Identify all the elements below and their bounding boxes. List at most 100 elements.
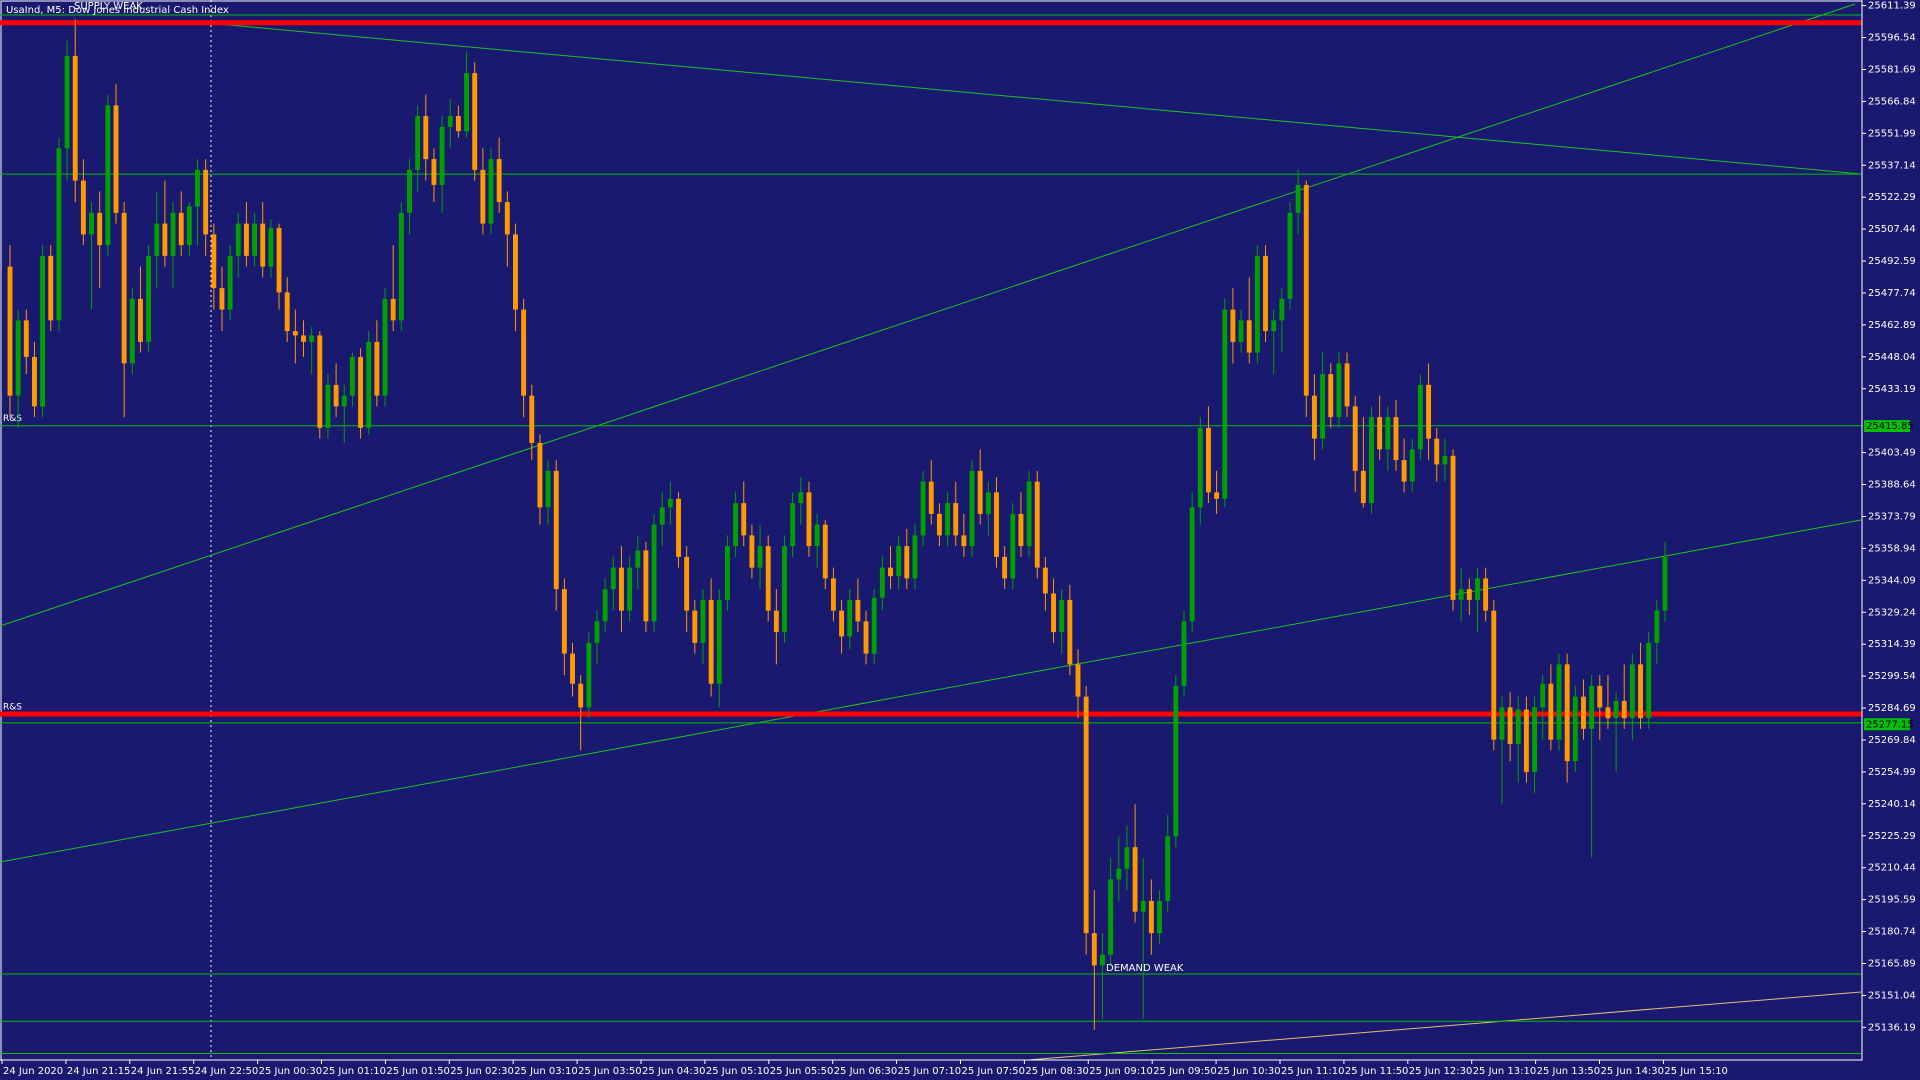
candle-body: [733, 503, 739, 547]
candle-body: [80, 180, 86, 235]
candle-body: [64, 55, 70, 149]
candle-body: [105, 105, 111, 246]
candle-body: [472, 73, 478, 170]
x-tick-label: 25 Jun 14:30: [1601, 1066, 1665, 1077]
trendline: [0, 3, 1856, 627]
x-tick-label: 25 Jun 00:30: [259, 1066, 323, 1077]
candle-body: [178, 212, 184, 246]
candle-body: [121, 212, 127, 364]
x-tick-label: 24 Jun 21:15: [67, 1066, 131, 1077]
candle-body: [1662, 556, 1668, 611]
candle-body: [1132, 847, 1138, 912]
candle-body: [1434, 438, 1440, 465]
trendline: [1027, 991, 1862, 1061]
candle-body: [749, 535, 755, 568]
candle-body: [260, 223, 266, 267]
candle-body: [1483, 578, 1489, 611]
candles: [7, 19, 1668, 1030]
candle-body: [32, 356, 37, 407]
candle-body: [1499, 707, 1505, 740]
x-tick-label: 25 Jun 01:50: [386, 1066, 450, 1077]
candle-body: [1369, 417, 1374, 504]
candle-body: [790, 503, 796, 547]
candle-body: [1254, 255, 1260, 353]
candle-body: [1100, 954, 1105, 966]
zone-label: DEMAND WEAK: [1106, 963, 1184, 974]
candle-body: [439, 126, 445, 185]
candle-body: [1295, 184, 1301, 213]
candle-body: [146, 255, 152, 342]
candle-body: [806, 492, 812, 547]
candle-body: [1613, 700, 1619, 719]
candle-body: [1279, 298, 1285, 321]
candle-body: [1083, 696, 1089, 934]
candle-body: [1548, 683, 1554, 740]
candle-body: [504, 202, 510, 235]
y-tick-label: 25329.24: [1868, 607, 1916, 618]
y-tick-label: 25180.74: [1868, 927, 1916, 938]
y-tick-label: 25151.04: [1868, 990, 1916, 1001]
candle-body: [1401, 460, 1407, 482]
y-tick-label: 25448.04: [1868, 352, 1916, 363]
zone-label: SUPPLY WEAK: [74, 1, 143, 12]
candle-body: [814, 524, 820, 547]
candle-body: [1491, 610, 1497, 740]
y-tick-label: 25596.54: [1868, 33, 1916, 44]
candle-body: [847, 599, 853, 637]
candle-body: [667, 498, 673, 508]
candle-body: [252, 223, 258, 256]
candle-body: [89, 212, 94, 235]
x-tick-label: 25 Jun 07:50: [962, 1066, 1026, 1077]
candle-body: [349, 356, 355, 396]
candle-body: [1417, 384, 1423, 450]
candle-body: [358, 356, 364, 428]
candle-body: [48, 255, 54, 321]
candle-body: [1475, 578, 1480, 600]
candle-body: [243, 223, 249, 256]
candle-body: [382, 298, 388, 396]
y-tick-label: 25195.59: [1868, 895, 1916, 906]
candle-body: [1393, 417, 1399, 461]
candle-body: [1230, 309, 1236, 342]
candle-body: [773, 610, 779, 633]
candle-body: [928, 481, 934, 514]
candle-body: [186, 206, 192, 246]
candle-body: [129, 298, 135, 364]
y-tick-label: 25433.19: [1868, 384, 1916, 395]
candle-body: [1629, 664, 1635, 719]
candle-body: [203, 169, 209, 235]
candle-body: [1621, 700, 1627, 719]
candle-body: [676, 498, 681, 557]
x-axis: 24 Jun 2020 24 Jun 21:15 24 Jun 21:55 24 Ju…: [0, 1059, 1862, 1077]
y-tick-label: 25492.59: [1868, 256, 1916, 267]
y-axis: 25611.39 25596.54 25581.69 25566.84 25551.99…: [1861, 0, 1916, 1060]
candle-body: [1466, 589, 1472, 600]
candle-body: [1409, 449, 1415, 482]
chart-title: UsaInd, M5: Dow Jones Industrial Cash In…: [6, 5, 229, 16]
candle-body: [366, 341, 372, 428]
candle-body: [700, 599, 706, 643]
candle-body: [1360, 470, 1366, 504]
x-tick-label: 25 Jun 13:10: [1473, 1066, 1537, 1077]
candle-body: [284, 292, 290, 332]
x-tick-label: 25 Jun 08:30: [1025, 1066, 1089, 1077]
candle-body: [1173, 685, 1179, 837]
level-label: R&S: [3, 414, 22, 424]
candle-body: [1572, 696, 1578, 762]
candle-body: [953, 503, 959, 536]
candle-body: [480, 169, 486, 224]
y-tick-label: 25284.69: [1868, 703, 1916, 714]
candle-body: [195, 169, 200, 207]
candle-body: [407, 169, 412, 213]
candle-body: [651, 524, 657, 622]
candle-body: [1352, 406, 1358, 471]
candle-body: [72, 55, 78, 181]
candle-body: [529, 395, 535, 443]
candle-body: [871, 597, 877, 654]
candle-body: [1507, 707, 1513, 744]
candle-body: [1450, 455, 1456, 600]
candle-body: [830, 578, 836, 611]
candle-body: [1206, 427, 1211, 493]
candle-body: [1026, 481, 1032, 547]
